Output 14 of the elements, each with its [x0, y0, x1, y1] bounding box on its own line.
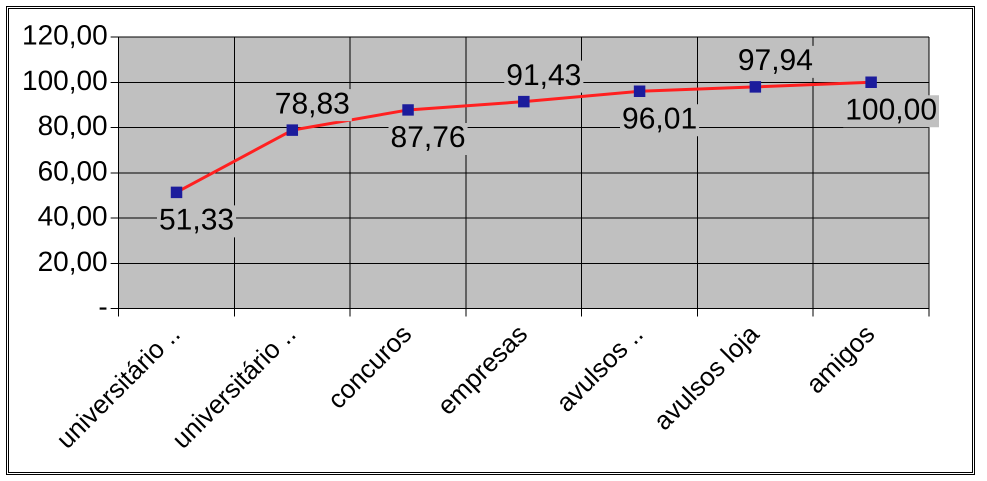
y-tick-label: -: [98, 291, 108, 322]
y-tick-label: 60,00: [38, 155, 108, 186]
data-label: 51,33: [158, 204, 234, 237]
data-label: 97,94: [738, 44, 813, 78]
y-tick-label: 20,00: [38, 246, 108, 277]
data-label: 100,00: [845, 94, 937, 127]
y-tick-label: 80,00: [38, 110, 108, 142]
y-tick-label: 100,00: [22, 64, 108, 96]
y-tick-label: 120,00: [22, 20, 108, 51]
data-label: 91,43: [506, 58, 582, 92]
data-label: 87,76: [390, 121, 466, 154]
data-label: 96,01: [622, 102, 698, 136]
data-label: 78,83: [274, 87, 350, 120]
y-tick-label: 40,00: [38, 200, 108, 232]
